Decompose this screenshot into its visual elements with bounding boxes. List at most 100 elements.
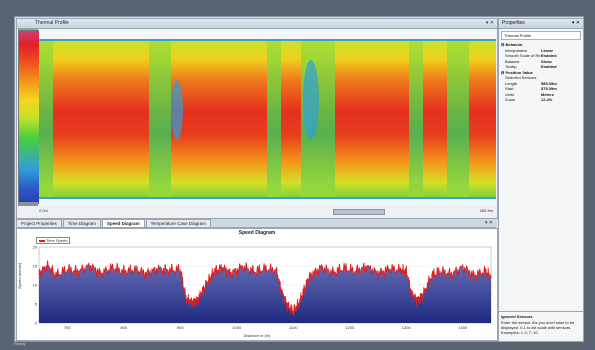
status-bar-text: Ready: [14, 341, 26, 346]
property-row[interactable]: Start 575.39m: [499, 86, 583, 92]
data-point: [292, 311, 294, 313]
x-tick-label: 900: [177, 325, 184, 330]
property-row[interactable]: Units Meters: [499, 92, 583, 98]
data-point: [332, 272, 334, 274]
thermal-heatmap[interactable]: [39, 30, 496, 206]
property-key: Selected Sensors: [505, 75, 537, 80]
data-point: [55, 274, 57, 277]
data-point: [77, 271, 80, 273]
tab-project-properties[interactable]: Project Properties: [16, 219, 62, 227]
data-point: [157, 268, 159, 270]
heatmap-top-margin: [39, 30, 496, 40]
property-value: Enabled: [541, 64, 557, 69]
x-tick-label: 1300: [402, 325, 412, 330]
thermal-profile-panel: Thermal Profile ▾ ✕: [16, 18, 498, 219]
property-value: Meters: [541, 91, 554, 97]
heatmap-bottom-margin: [39, 199, 496, 206]
property-key: ⊟ Position Value: [501, 69, 533, 75]
data-point: [354, 270, 356, 272]
y-tick-label: 5: [35, 302, 38, 307]
data-point: [89, 265, 91, 267]
properties-titlebar: Properties ▾ ✕: [499, 19, 583, 29]
data-point: [405, 271, 407, 273]
data-point: [179, 269, 181, 271]
data-point: [388, 268, 390, 270]
data-point: [287, 305, 289, 307]
data-point: [298, 303, 300, 305]
data-point: [134, 269, 136, 271]
data-point: [431, 274, 433, 277]
property-value: Enabled: [541, 53, 557, 58]
data-point: [202, 290, 204, 292]
data-point: [66, 269, 68, 271]
property-key: Zoom: [505, 97, 516, 102]
y-tick-label: 0: [35, 321, 38, 326]
tab-time-diagram[interactable]: Time Diagram: [62, 219, 101, 227]
data-point: [168, 269, 170, 272]
data-point: [422, 293, 424, 296]
property-row[interactable]: Selected Sensors: [499, 75, 583, 81]
data-point: [264, 268, 266, 270]
data-point: [213, 271, 215, 273]
property-key: Start: [505, 86, 514, 91]
property-value: Linear: [541, 47, 554, 53]
x-tick-label: 800: [120, 325, 127, 330]
property-key: Interpolation: [505, 47, 528, 53]
chart-legend: Time Speed: [36, 237, 71, 244]
data-point: [190, 301, 193, 303]
tab-temperature-case-diagram[interactable]: Temperature Case Diagram: [145, 219, 211, 227]
temperature-color-scale: [18, 30, 40, 204]
property-key: Units: [505, 91, 515, 97]
thermal-profile-title: Thermal Profile: [35, 20, 69, 26]
data-point: [253, 271, 255, 273]
properties-window-controls[interactable]: ▾ ✕: [571, 20, 580, 26]
data-point: [230, 273, 232, 275]
tab-speed-diagram[interactable]: Speed Diagram: [101, 219, 145, 227]
property-row[interactable]: Length 585.09m: [499, 81, 583, 87]
properties-object-selector[interactable]: Thermal Profile: [501, 31, 581, 40]
property-key: ⊟ Behavior: [501, 42, 523, 47]
x-tick-label: 1200: [345, 325, 355, 330]
data-point: [343, 267, 345, 269]
data-point: [123, 271, 125, 273]
property-row[interactable]: Zoom 12.4%: [499, 97, 583, 103]
property-grid: ⊟ Behavior Interpolation Linear Smooth Scal…: [499, 42, 583, 103]
data-point: [207, 280, 210, 282]
data-point: [462, 266, 464, 269]
thermal-right-distance: 585.9m: [479, 208, 493, 213]
data-point: [303, 288, 306, 290]
property-row[interactable]: Tooltip Enabled: [499, 64, 583, 70]
series-area: [39, 260, 491, 323]
heatmap-cold-spot: [303, 60, 319, 140]
speed-chart[interactable]: 0 5 10 15 20 700 800 900 1000 1100 1200 1300 1400: [17, 229, 497, 337]
tab-window-controls[interactable]: ▾ ✕: [484, 220, 493, 226]
property-row[interactable]: Interpolation Linear: [499, 48, 583, 54]
property-row[interactable]: Balance Show: [499, 59, 583, 65]
data-point: [473, 274, 475, 277]
data-point: [38, 273, 40, 275]
data-point: [377, 273, 379, 275]
data-point: [400, 269, 402, 272]
properties-title: Properties: [502, 20, 525, 26]
data-point: [320, 266, 323, 269]
data-point: [111, 267, 114, 269]
property-row[interactable]: Smooth Scale of Re... Enabled: [499, 53, 583, 59]
data-point: [281, 292, 283, 294]
x-tick-label: 700: [64, 325, 71, 330]
description-title: Ignored Sensors: [501, 314, 533, 319]
thermal-window-controls[interactable]: ▾ ✕: [485, 20, 494, 26]
data-point: [185, 297, 187, 299]
description-text: Enter the sensor IDs you don't want to b…: [501, 320, 575, 335]
property-category[interactable]: ⊟ Position Value: [499, 70, 583, 76]
data-point: [196, 299, 198, 301]
heatmap-cool-band: [267, 40, 281, 198]
x-axis-label: Distance in (m): [243, 333, 271, 338]
property-value: 12.4%: [541, 97, 553, 102]
property-category[interactable]: ⊟ Behavior: [499, 42, 583, 48]
data-point: [100, 273, 102, 275]
chart-title: Speed Diagram: [238, 230, 276, 236]
thermal-horizontal-scrollbar[interactable]: [333, 209, 385, 215]
data-point: [309, 274, 311, 277]
color-scale-bottom-cap: [18, 202, 38, 206]
property-key: Tooltip: [505, 64, 517, 69]
